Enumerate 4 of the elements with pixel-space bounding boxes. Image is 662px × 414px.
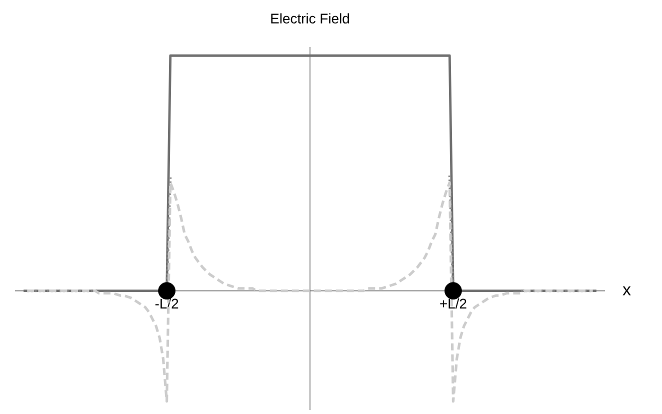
x-tick-label: -L/2	[155, 298, 178, 309]
x-tick-label: +L/2	[440, 298, 466, 309]
x-axis-title: x	[622, 286, 631, 296]
chart-title: Electric Field	[271, 13, 349, 24]
